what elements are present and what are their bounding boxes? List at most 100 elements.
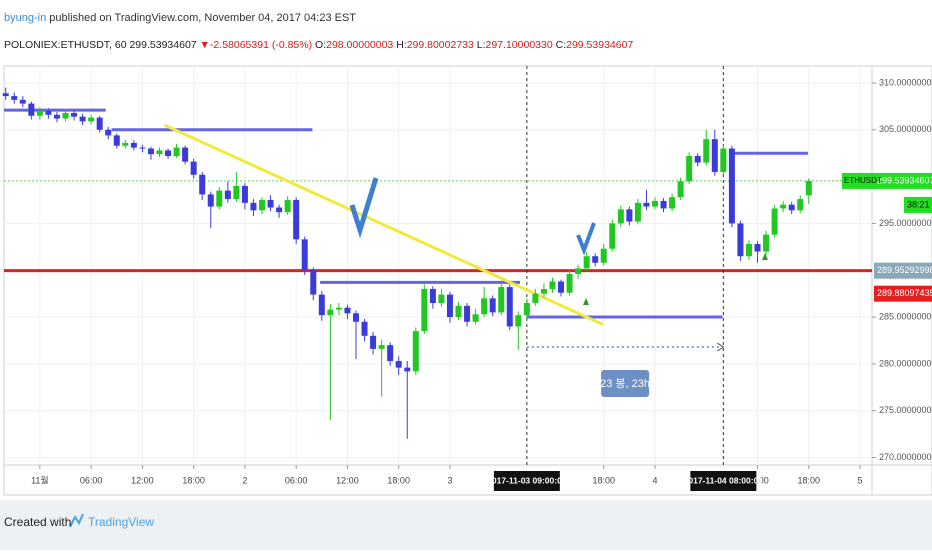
symbol-badge-label: ETHUSDT [844,176,882,185]
trend-drawing [163,123,604,326]
candle-body [763,234,770,252]
candle-body [771,208,778,235]
price-badge-label: 289.95292998 [877,265,932,275]
candle-body [788,204,795,211]
candle-body [472,314,479,322]
ohlc-key: L: [477,39,486,51]
candle-body [11,96,18,100]
price-badge-label: 299.53934607 [877,175,932,185]
candle-body [677,181,684,198]
y-tick-label: 280.00000000 [879,358,932,368]
candle-body [711,139,718,172]
time-marker-box [690,471,757,491]
x-tick-label: 18:00 [592,475,615,485]
footer-band [0,500,932,550]
candle-body [122,142,129,146]
time-marker-label: 2017-11-04 08:00:00 [684,475,764,485]
candle-body [387,345,394,362]
candle-body [446,294,453,318]
ohlc-key: H: [396,39,407,51]
candle-body [395,361,402,368]
candle-body [62,112,69,119]
candle-body [45,111,52,115]
candle-body [515,315,522,327]
candle-body [79,116,86,122]
time-marker-label: 2017-11-03 09:00:00 [487,475,567,485]
symbol-line: POLONIEX:ETHUSDT, 60 299.53934607 ▼-2.58… [4,39,633,51]
x-tick-label: 12:00 [336,475,359,485]
ohlc-value: 297.10000330 [486,39,553,51]
candle-body [660,200,667,209]
candle-body [583,256,590,269]
candle-body [19,99,26,104]
x-tick-label: 18:00 [387,475,410,485]
candle-body [626,209,633,222]
x-tick-label: 5 [858,475,863,485]
price-badge [874,262,932,279]
brand[interactable]: TradingView [88,515,154,529]
candle-body [370,335,377,349]
candle-body [412,331,419,372]
candle-body [575,268,582,274]
candle-body [703,139,710,163]
candle-body [267,200,274,208]
created-with: Created with [4,515,71,529]
candle-body [344,307,351,314]
candle-body [276,207,283,213]
candle-body [464,305,471,322]
plot: 310.00000000 305.00000000 295.00000000 285.… [2,66,932,491]
x-tick-label: 06:00 [285,475,308,485]
candle-body [455,305,462,318]
candle-body [173,147,180,157]
candle-body [592,256,599,263]
candle-body [113,135,120,146]
candle-body [71,112,78,117]
candle-body [498,287,505,313]
candle-body [156,150,163,155]
check-mark [349,177,379,239]
candle-body [105,129,112,136]
y-tick-label: 295.00000000 [879,218,932,228]
candle-body [805,180,812,196]
candle-body [250,202,257,211]
x-tick-label: 4 [652,475,657,485]
candle-body [549,281,556,289]
candle-body [421,288,428,332]
candle-body [147,148,154,155]
price-badge [874,285,932,302]
price-badge [874,172,932,189]
candle-body [216,190,223,207]
y-tick-label: 310.00000000 [879,77,932,87]
candle-body [378,345,385,349]
candle-body [669,197,676,209]
candle-body [224,190,231,200]
candle-body [506,287,513,327]
y-tick-label: 270.00000000 [879,452,932,462]
candle-body [293,200,300,240]
symbol-badge [842,172,874,189]
candle-body [540,288,547,294]
x-tick-label: 12:00 [131,475,154,485]
candle-body [199,174,206,195]
range-arrowhead [717,342,725,352]
candle-body [720,148,727,172]
time-marker-box [493,471,560,491]
x-tick-label: 12:00 [746,475,769,485]
candle-body [694,156,701,163]
tradingview-logo [69,513,84,528]
candle-body [737,223,744,257]
candle-body [617,209,624,224]
y-tick-label: 275.00000000 [879,405,932,415]
x-tick-label: 18:00 [182,475,205,485]
countdown-badge [904,196,932,213]
candle-body [130,142,137,148]
candle-body [327,309,334,316]
candle-body [165,150,172,157]
y-tick-label: 285.00000000 [879,311,932,321]
author[interactable]: byung-in [4,12,46,24]
check-mark [576,222,596,256]
candle-body [754,244,761,252]
candle-body [438,294,445,304]
chart-frame [3,65,932,496]
